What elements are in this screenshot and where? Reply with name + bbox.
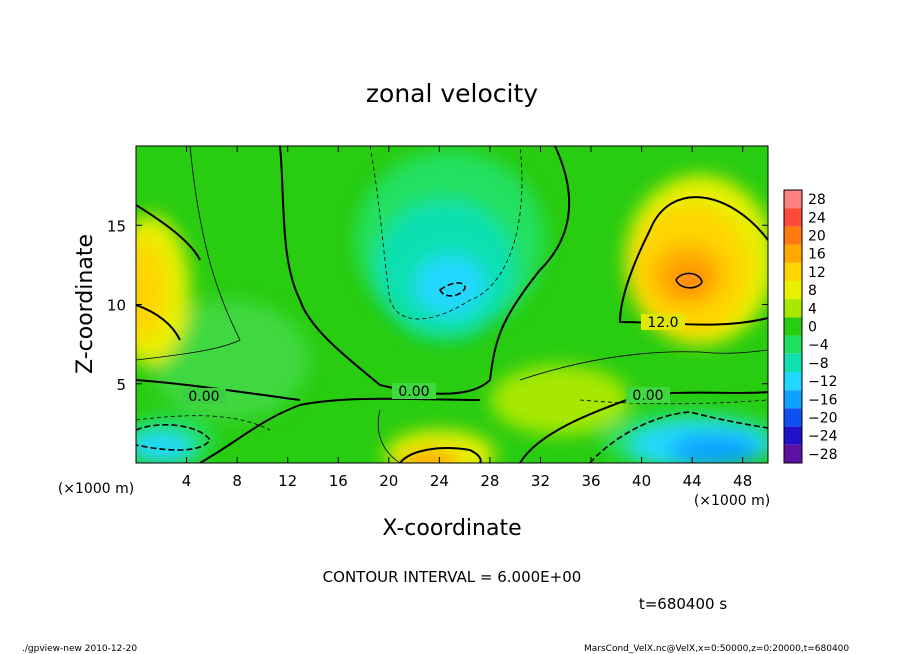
colorbar-label: 28 <box>808 192 826 208</box>
footer-left: ./gpview-new 2010-12-20 <box>22 644 137 654</box>
contour-labels: 0.00 0.00 0.00 12.0 <box>182 314 685 405</box>
colorbar-swatch <box>784 408 802 427</box>
contour-label: 0.00 <box>398 384 429 400</box>
x-tick-label: 8 <box>232 472 242 490</box>
colorbar-swatch <box>784 444 802 463</box>
velocity-field <box>136 150 768 463</box>
colorbar-frame <box>783 189 803 464</box>
x-tick-label: 48 <box>733 472 752 490</box>
colorbar-label: 12 <box>808 265 826 281</box>
y-axis: 5 10 15 <box>107 217 768 394</box>
footer-right: MarsCond_VelX.nc@VelX,x=0:50000,z=0:2000… <box>584 644 849 654</box>
x-tick-label: 20 <box>379 472 398 490</box>
colorbar-label: −4 <box>808 338 829 354</box>
x-tick-label: 28 <box>480 472 499 490</box>
x-tick-label: 36 <box>581 472 600 490</box>
colorbar-label: 16 <box>808 247 826 263</box>
colorbar-label: 20 <box>808 229 826 245</box>
colorbar-label: −20 <box>808 411 838 427</box>
colorbar-label: −12 <box>808 374 838 390</box>
x-axis: 4 8 12 16 20 24 28 32 36 40 44 48 <box>182 146 752 490</box>
x-tick-label: 40 <box>632 472 651 490</box>
colorbar-swatch <box>784 281 802 300</box>
colorbar-label: −8 <box>808 356 829 372</box>
x-tick-label: 44 <box>683 472 702 490</box>
colorbar-swatch <box>784 299 802 318</box>
colorbar-swatch <box>784 372 802 391</box>
colorbar-swatch <box>784 317 802 336</box>
x-unit-label-left: (×1000 m) <box>58 481 134 497</box>
x-unit-label-right: (×1000 m) <box>694 493 770 509</box>
colorbar-swatch <box>784 426 802 445</box>
plot-area: 0.00 0.00 0.00 12.0 <box>136 146 768 463</box>
colorbar: 28 24 20 16 12 8 4 0 −4 −8 −12 −16 −20 −24 −28 <box>783 189 838 464</box>
colorbar-swatch <box>784 244 802 263</box>
colorbar-label: 8 <box>808 283 817 299</box>
colorbar-label: −28 <box>808 447 838 463</box>
contour-label: 0.00 <box>188 389 219 405</box>
x-tick-label: 12 <box>278 472 297 490</box>
x-tick-label: 24 <box>430 472 449 490</box>
contour-label: 12.0 <box>647 315 678 331</box>
colorbar-swatch <box>784 353 802 372</box>
x-tick-label: 4 <box>182 472 192 490</box>
contour-interval-note: CONTOUR INTERVAL = 6.000E+00 <box>323 568 582 586</box>
y-axis-title: Z-coordinate <box>73 234 98 374</box>
colorbar-swatch <box>784 190 802 209</box>
colorbar-swatch <box>784 335 802 354</box>
colorbar-label: 0 <box>808 320 817 336</box>
x-tick-label: 32 <box>531 472 550 490</box>
colorbar-swatch <box>784 262 802 281</box>
colorbar-swatch <box>784 226 802 245</box>
chart-title: zonal velocity <box>366 79 538 108</box>
y-tick-label: 10 <box>107 297 126 315</box>
y-tick-label: 5 <box>116 376 126 394</box>
time-label: t=680400 s <box>639 595 727 613</box>
colorbar-label: 24 <box>808 210 826 226</box>
contour-label: 0.00 <box>632 388 663 404</box>
colorbar-swatch <box>784 208 802 227</box>
x-tick-label: 16 <box>329 472 348 490</box>
colorbar-label: −24 <box>808 429 838 445</box>
y-tick-label: 15 <box>107 217 126 235</box>
colorbar-label: −16 <box>808 392 838 408</box>
colorbar-label: 4 <box>808 301 817 317</box>
x-axis-title: X-coordinate <box>382 516 521 541</box>
colorbar-swatch <box>784 390 802 409</box>
